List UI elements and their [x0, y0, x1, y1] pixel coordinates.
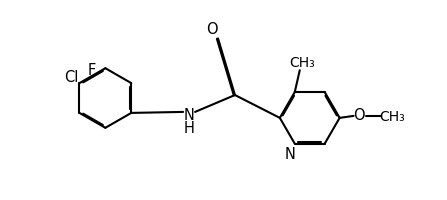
Text: F: F — [87, 62, 96, 77]
Text: CH₃: CH₃ — [380, 109, 405, 123]
Text: CH₃: CH₃ — [289, 56, 315, 70]
Text: O: O — [206, 22, 218, 37]
Text: H: H — [184, 121, 194, 136]
Text: O: O — [353, 108, 364, 123]
Text: N: N — [184, 108, 194, 123]
Text: Cl: Cl — [64, 69, 79, 84]
Text: N: N — [284, 146, 295, 161]
